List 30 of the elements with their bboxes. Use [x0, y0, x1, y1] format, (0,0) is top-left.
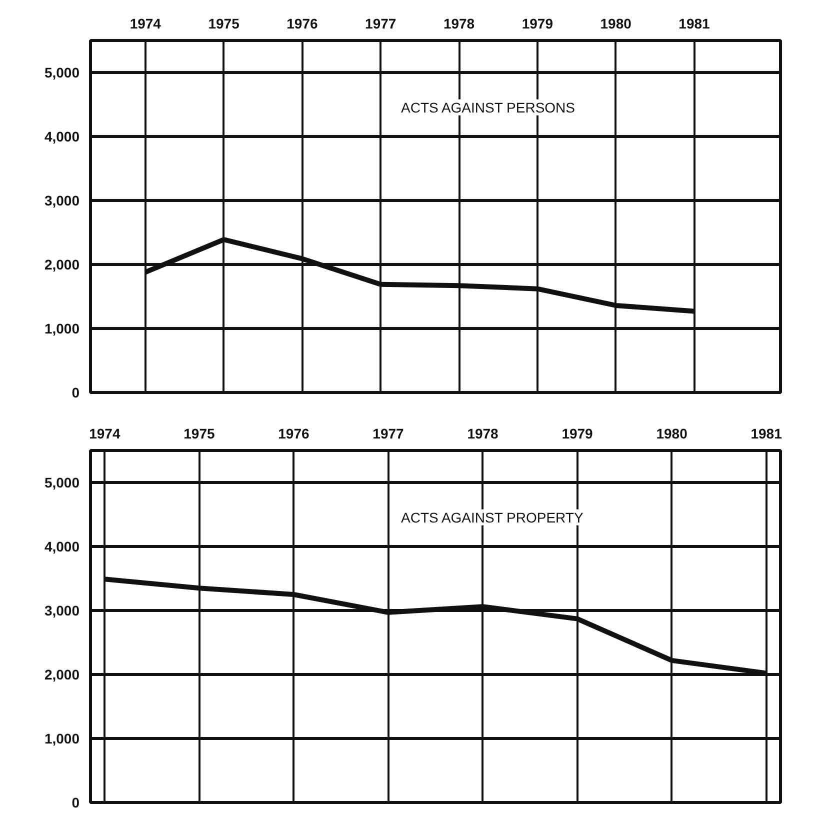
y-tick-label: 3,000: [44, 192, 80, 208]
x-tick-label: 1978: [443, 16, 475, 32]
x-tick-label: 1979: [522, 16, 554, 32]
x-tick-label: 1981: [678, 16, 710, 32]
x-tick-label: 1979: [562, 426, 594, 442]
x-tick-label: 1977: [372, 426, 404, 442]
x-tick-label: 1975: [184, 426, 215, 442]
y-tick-label: 0: [72, 794, 80, 810]
x-tick-label: 1976: [286, 16, 318, 32]
x-tick-label: 1981: [750, 426, 782, 442]
y-tick-label: 1,000: [44, 730, 80, 746]
x-tick-label: 1980: [656, 426, 688, 442]
x-tick-label: 1975: [208, 16, 240, 32]
annotation: ACTS AGAINST PROPERTY: [401, 509, 584, 526]
y-tick-label: 5,000: [44, 64, 80, 80]
annotation: ACTS AGAINST PERSONS: [401, 99, 576, 116]
y-tick-label: 1,000: [44, 320, 80, 336]
x-tick-label: 1978: [467, 426, 499, 442]
y-tick-label: 4,000: [44, 128, 80, 144]
x-tick-label: 1976: [278, 426, 310, 442]
x-tick-label: 1977: [365, 16, 396, 32]
y-tick-label: 2,000: [44, 666, 80, 682]
y-tick-label: 2,000: [44, 256, 80, 272]
y-tick-label: 5,000: [44, 474, 80, 490]
x-tick-label: 1980: [600, 16, 632, 32]
y-tick-label: 4,000: [44, 538, 80, 554]
x-tick-label: 1974: [89, 426, 120, 442]
x-tick-label: 1974: [130, 16, 162, 32]
y-tick-label: 0: [72, 384, 80, 400]
y-tick-label: 3,000: [44, 602, 80, 618]
